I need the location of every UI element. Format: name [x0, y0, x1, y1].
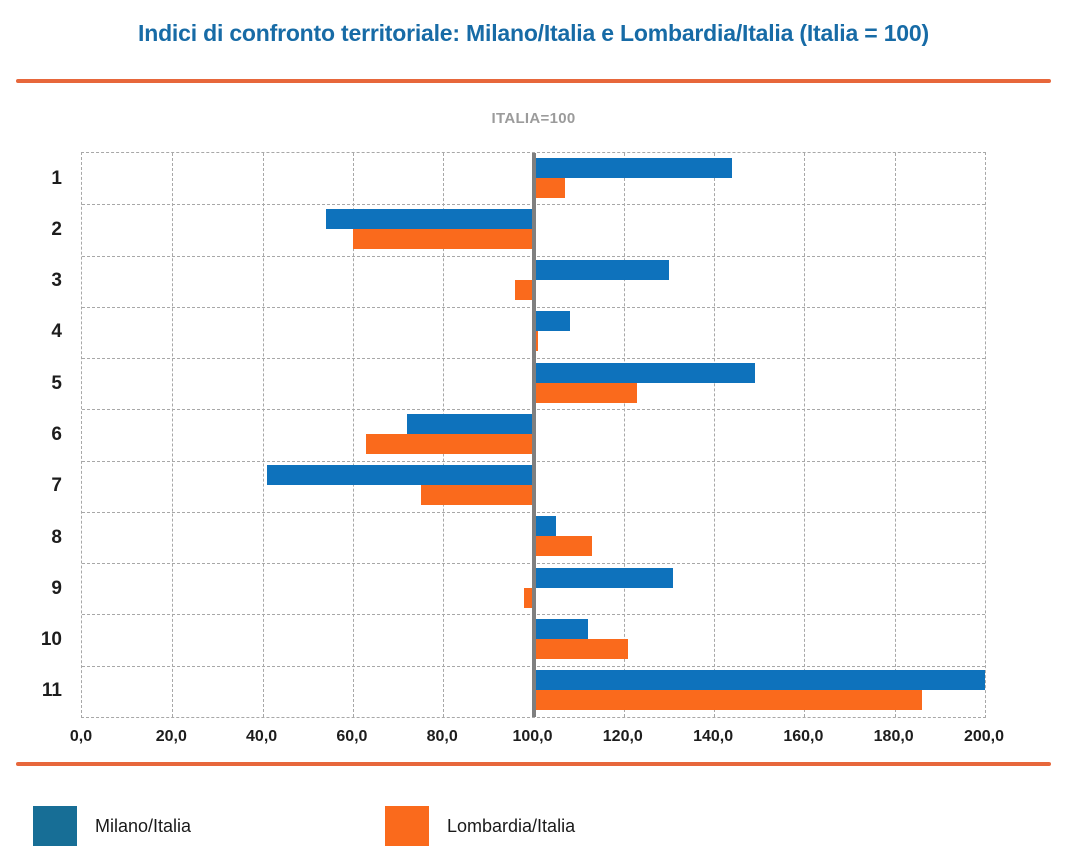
bar-lombardia-3 — [515, 280, 534, 301]
bar-milano-11 — [533, 670, 985, 691]
category-label-11: 11 — [41, 680, 62, 702]
bar-lombardia-2 — [352, 228, 534, 249]
bar-lombardia-6 — [366, 433, 534, 454]
bar-milano-1 — [533, 157, 733, 178]
x-tick-label-9: 180,0 — [873, 728, 914, 745]
vertical-gridline — [714, 153, 716, 717]
category-label-10: 10 — [40, 629, 62, 651]
category-label-1: 1 — [51, 167, 62, 189]
category-label-7: 7 — [51, 475, 62, 497]
bar-lombardia-4 — [533, 331, 538, 352]
x-tick-label-1: 20,0 — [155, 728, 187, 745]
bar-lombardia-8 — [533, 536, 593, 557]
x-tick-label-5: 100,0 — [512, 728, 553, 745]
x-tick-label-8: 160,0 — [783, 728, 824, 745]
bar-lombardia-1 — [533, 177, 566, 198]
vertical-gridline — [352, 153, 354, 717]
category-label-4: 4 — [51, 321, 62, 343]
bar-milano-9 — [533, 567, 674, 588]
bar-lombardia-7 — [420, 485, 534, 506]
legend-swatch-0 — [33, 806, 77, 846]
plot-area — [81, 152, 986, 718]
category-label-3: 3 — [51, 270, 62, 292]
x-tick-label-6: 120,0 — [602, 728, 643, 745]
legend: Milano/Italia Lombardia/Italia — [0, 804, 1067, 850]
bar-lombardia-5 — [533, 382, 638, 403]
legend-label-0: Milano/Italia — [95, 815, 192, 836]
bar-milano-8 — [533, 516, 557, 537]
bar-milano-4 — [533, 311, 570, 332]
category-label-5: 5 — [51, 372, 62, 394]
x-tick-label-7: 140,0 — [693, 728, 734, 745]
bar-milano-7 — [267, 465, 534, 486]
category-label-2: 2 — [51, 218, 62, 240]
bar-milano-10 — [533, 618, 588, 639]
x-axis: 0,0 20,0 40,0 60,0 80,0 100,0 120,0 140,0 160,0 1… — [70, 728, 1004, 754]
bar-lombardia-11 — [533, 690, 922, 711]
bar-milano-3 — [533, 260, 669, 281]
bar-milano-2 — [325, 208, 534, 229]
bar-lombardia-9 — [524, 587, 534, 608]
category-axis: 1 2 3 4 5 6 7 8 9 10 11 — [18, 153, 62, 717]
chart-subtitle: ITALIA=100 — [491, 110, 576, 127]
legend-item-milano: Milano/Italia — [33, 804, 191, 848]
x-tick-label-10: 200,0 — [963, 728, 1005, 745]
x-tick-label-0: 0,0 — [69, 728, 93, 745]
x-tick-label-3: 60,0 — [336, 728, 368, 745]
legend-label-1: Lombardia/Italia — [447, 815, 576, 836]
legend-swatch-1 — [385, 806, 429, 846]
vertical-gridline — [804, 153, 806, 717]
x-tick-label-2: 40,0 — [246, 728, 278, 745]
vertical-gridline — [623, 153, 625, 717]
bar-milano-5 — [533, 362, 755, 383]
bar-lombardia-10 — [533, 638, 629, 659]
page-title: Indici di confronto territoriale: Milano… — [138, 20, 929, 46]
category-label-8: 8 — [51, 526, 62, 548]
category-label-6: 6 — [51, 424, 62, 445]
legend-item-lombardia: Lombardia/Italia — [385, 804, 575, 848]
bottom-divider-line — [16, 762, 1051, 766]
bar-milano-6 — [407, 413, 534, 434]
category-label-9: 9 — [51, 577, 62, 599]
top-divider-line — [16, 79, 1051, 83]
vertical-gridline — [894, 153, 896, 717]
italia-100-reference-line — [531, 153, 536, 717]
x-tick-label-4: 80,0 — [426, 728, 458, 745]
vertical-gridline — [262, 153, 264, 717]
vertical-gridline — [172, 153, 174, 717]
